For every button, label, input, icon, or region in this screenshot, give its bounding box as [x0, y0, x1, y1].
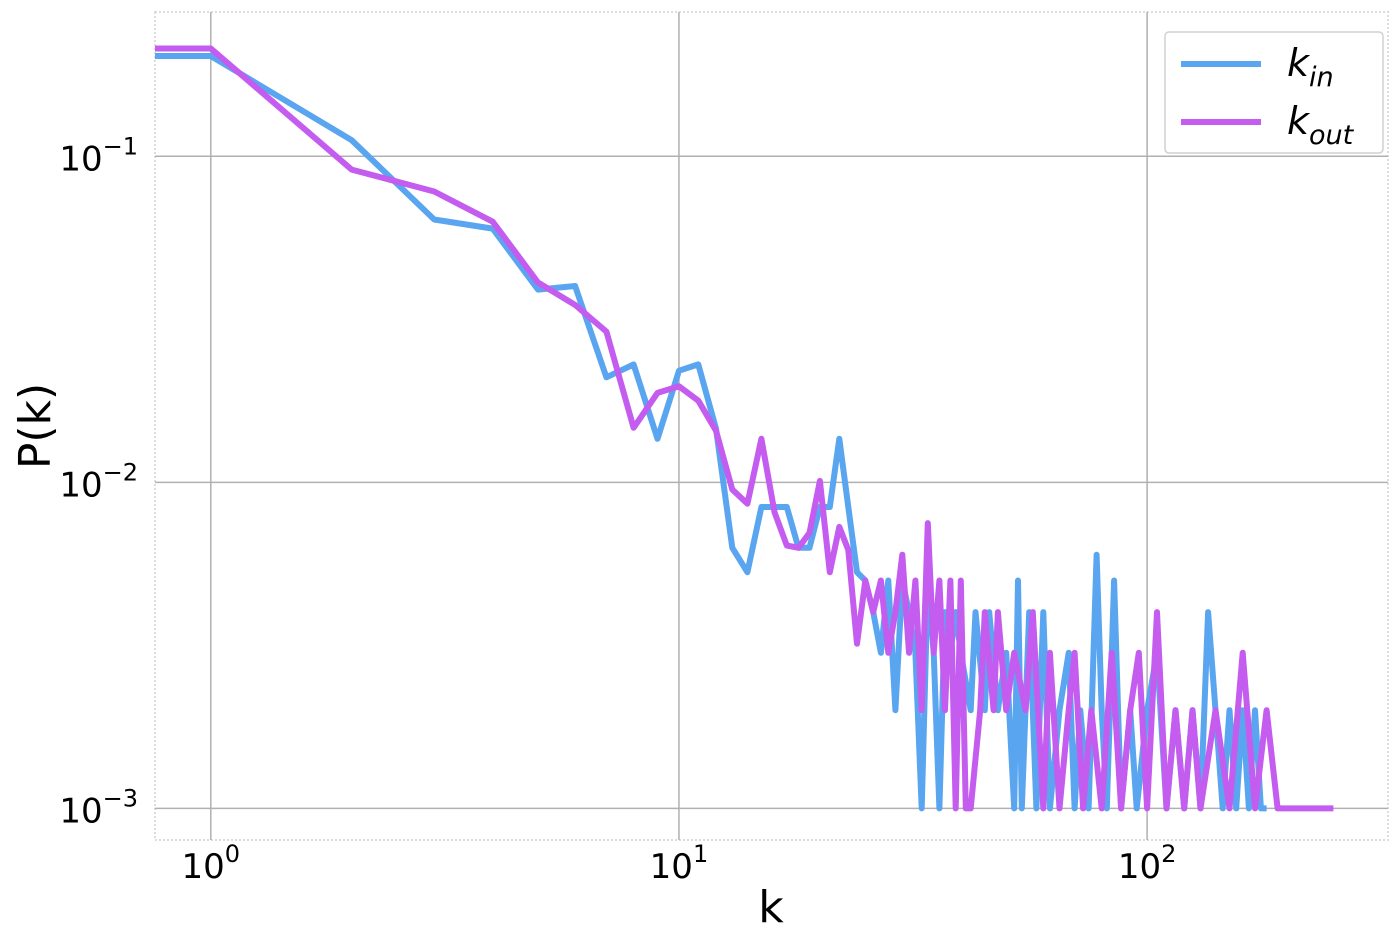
tick-label-base: 10 — [59, 465, 102, 505]
legend-label: kout — [1287, 99, 1355, 151]
legend-name: k — [1287, 99, 1311, 143]
x-tick-label: 101 — [650, 840, 709, 887]
x-tick-label: 100 — [182, 840, 241, 887]
data-line — [155, 45, 1334, 812]
legend-name: k — [1287, 41, 1311, 85]
y-tick-label: 10−3 — [59, 784, 138, 831]
legend-subscript: out — [1309, 120, 1355, 151]
x-tick-label: 102 — [1118, 840, 1177, 887]
y-tick-label: 10−1 — [59, 132, 138, 179]
tick-label-exponent: −2 — [103, 458, 138, 486]
tick-label-base: 10 — [59, 791, 102, 831]
tick-label-exponent: 0 — [225, 840, 240, 868]
tick-label-exponent: −3 — [103, 784, 138, 812]
tick-label-exponent: −1 — [103, 132, 138, 160]
legend-label: kin — [1287, 41, 1334, 93]
tick-label-base: 10 — [1118, 847, 1161, 887]
legend-subscript: in — [1309, 62, 1334, 93]
tick-label-exponent: 2 — [1161, 840, 1176, 868]
tick-label-base: 10 — [650, 847, 693, 887]
y-tick-label: 10−2 — [59, 458, 138, 505]
tick-label-base: 10 — [59, 139, 102, 179]
y-axis-label: P(k) — [10, 383, 61, 469]
x-axis-label: k — [758, 882, 784, 933]
tick-label-exponent: 1 — [693, 840, 708, 868]
tick-label-base: 10 — [182, 847, 225, 887]
